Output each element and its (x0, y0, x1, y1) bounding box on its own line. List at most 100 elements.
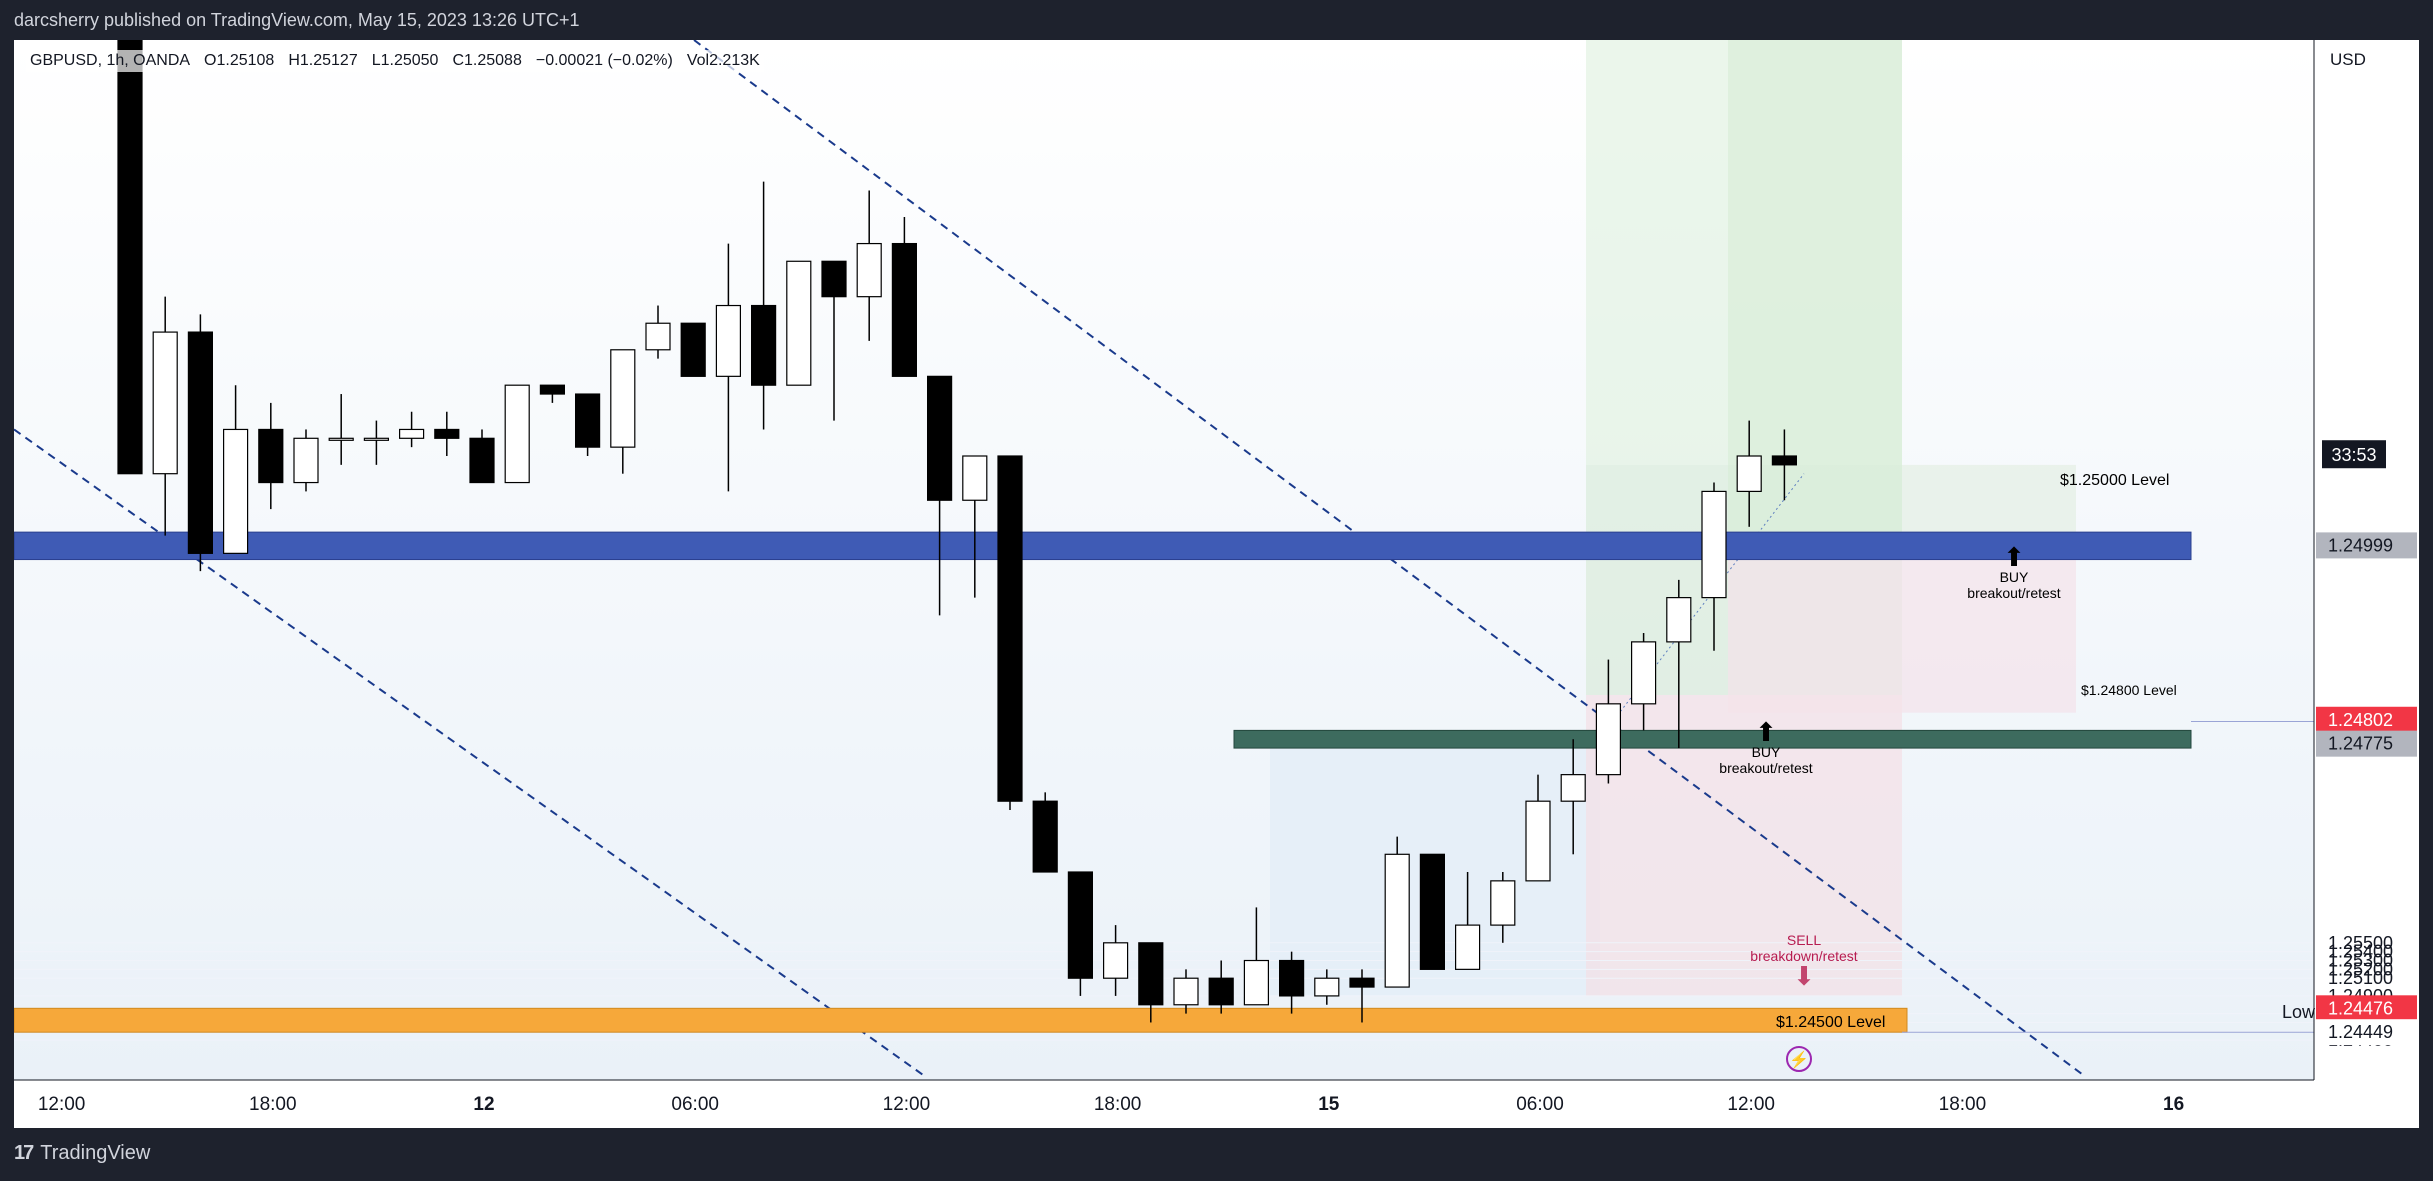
candle-body[interactable] (1630, 641, 1657, 705)
candle-body[interactable] (856, 242, 882, 298)
candle-body[interactable] (926, 375, 953, 501)
candle-body[interactable] (574, 393, 601, 448)
candle-body[interactable] (1419, 853, 1446, 970)
price-axis-background (2314, 40, 2419, 1128)
candle-body[interactable] (328, 437, 354, 441)
candle-body[interactable] (821, 260, 847, 298)
candle-body[interactable] (469, 437, 495, 484)
level-band-125000[interactable] (14, 531, 2192, 561)
candle-body[interactable] (117, 40, 143, 475)
price-tag-label: 1.24999 (2328, 535, 2393, 555)
candle-body[interactable] (1032, 800, 1058, 873)
price-tag-label: 1.24775 (2328, 734, 2393, 754)
candle-body[interactable] (187, 331, 213, 554)
lightning-icon[interactable]: ⚡ (1786, 1046, 1812, 1072)
arrow-up-icon: ⬆ (1755, 717, 1777, 747)
candle-body[interactable] (1138, 942, 1164, 1006)
candle-body[interactable] (962, 455, 988, 501)
legend-change: −0.00021 (−0.02%) (535, 52, 673, 69)
candle-body[interactable] (399, 428, 425, 439)
candle-body[interactable] (891, 242, 918, 377)
candle-body[interactable] (539, 384, 566, 395)
price-tag (2316, 1019, 2417, 1046)
buy-annotation-1-title: BUY (1999, 569, 2029, 585)
level-label-125000: $1.25000 Level (2060, 472, 2170, 489)
candle-body[interactable] (152, 331, 178, 475)
sell-annotation-title: SELL (1786, 932, 1822, 948)
candle-body[interactable] (610, 349, 636, 448)
price-tick-label: 1.25100 (2328, 968, 2393, 988)
time-tick-label: 18:00 (1094, 1094, 1142, 1115)
time-tick-label: 06:00 (1516, 1094, 1564, 1115)
buy-annotation-2-title: BUY (1751, 744, 1781, 760)
price-tag (2316, 532, 2417, 559)
candle-body[interactable] (997, 455, 1023, 802)
legend-symbol[interactable]: GBPUSD, 1h, OANDA (30, 52, 191, 69)
level-band-124800[interactable] (1233, 729, 2192, 749)
price-tag-label: 1.24449 (2328, 1022, 2393, 1042)
price-tag-label: 1.24802 (2328, 710, 2393, 730)
level-label-124800: $1.24800 Level (2081, 682, 2177, 698)
price-tag-label: 1.24476 (2328, 998, 2393, 1018)
time-tick-label: 18:00 (1939, 1094, 1987, 1115)
time-tick-label: 15 (1318, 1094, 1340, 1115)
countdown-tag (2322, 440, 2386, 469)
candle-body[interactable] (1454, 924, 1481, 970)
published-text: darcsherry published on TradingView.com,… (14, 10, 580, 30)
sell-annotation: SELL breakdown/retest ⬇ (1734, 932, 1874, 989)
brand-name: TradingView (40, 1142, 151, 1164)
arrow-up-icon: ⬆ (2003, 542, 2025, 572)
level-band-124500[interactable] (14, 1007, 1908, 1033)
candle-body[interactable] (1067, 871, 1094, 979)
candle-body[interactable] (1102, 942, 1129, 979)
ohlc-legend: GBPUSD, 1h, OANDA O1.25108 H1.25127 L1.2… (26, 50, 764, 72)
tradingview-logo-icon: 17 (14, 1142, 34, 1164)
time-tick-label: 12:00 (883, 1094, 931, 1115)
buy-annotation-1-sub: breakout/retest (1967, 585, 2061, 601)
buy-annotation-1: ⬆ BUY breakout/retest (1954, 542, 2074, 601)
candle-body[interactable] (1771, 455, 1798, 466)
candle-body[interactable] (1208, 977, 1234, 1006)
price-tick-label: 1.25200 (2328, 959, 2393, 979)
candle-body[interactable] (1701, 490, 1727, 599)
legend-high: H1.25127 (288, 52, 358, 69)
footer-bar: 17 TradingView (0, 1128, 2433, 1181)
candle-body[interactable] (1525, 800, 1551, 882)
legend-open: O1.25108 (204, 52, 275, 69)
currency-label: USD (2330, 50, 2366, 69)
legend-volume: Vol2.213K (686, 52, 760, 69)
candle-body[interactable] (1314, 977, 1340, 997)
candle-body[interactable] (1666, 597, 1692, 643)
price-tag (2316, 706, 2417, 733)
candle-body[interactable] (1278, 959, 1305, 997)
tradingview-brand[interactable]: 17 TradingView (14, 1142, 150, 1165)
candle-body[interactable] (258, 428, 284, 484)
publish-bar: darcsherry published on TradingView.com,… (0, 0, 2433, 40)
candle-body[interactable] (363, 437, 389, 441)
candle-body[interactable] (434, 428, 460, 439)
candle-body[interactable] (1736, 455, 1762, 493)
candle-body[interactable] (1595, 703, 1622, 776)
candle-body[interactable] (1173, 977, 1199, 1006)
channel-upper-trendline[interactable] (693, 40, 2085, 1077)
candle-body[interactable] (1384, 853, 1410, 988)
candle-body[interactable] (645, 322, 671, 351)
level-label-124500: $1.24500 Level (1776, 1014, 1886, 1031)
price-tag (2316, 730, 2417, 757)
time-axis-background (14, 1080, 2419, 1128)
candle-body[interactable] (1243, 959, 1270, 1006)
time-tick-label: 12:00 (1727, 1094, 1775, 1115)
legend-close: C1.25088 (452, 52, 522, 69)
candle-body[interactable] (1490, 880, 1516, 926)
candle-body[interactable] (680, 322, 706, 377)
candle-body[interactable] (223, 428, 249, 554)
candle-body[interactable] (293, 437, 319, 484)
candle-body[interactable] (504, 384, 530, 484)
candle-body[interactable] (1560, 774, 1586, 802)
candle-body[interactable] (786, 260, 812, 386)
candle-body[interactable] (715, 304, 742, 377)
candle-body[interactable] (750, 304, 777, 386)
candle-body[interactable] (1349, 977, 1375, 988)
